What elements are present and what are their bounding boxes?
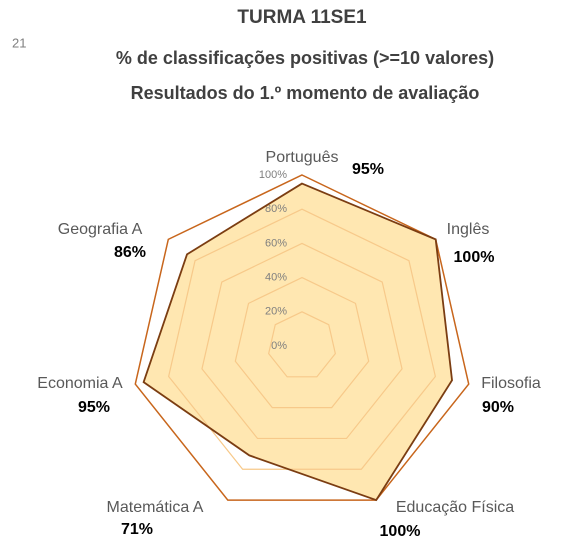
category-label: Português (266, 149, 339, 166)
value-label: 90% (482, 399, 514, 416)
value-label: 95% (352, 161, 384, 178)
category-label: Matemática A (107, 499, 204, 516)
page-number: 21 (12, 35, 26, 50)
y-tick-label: 80% (265, 203, 287, 215)
grid-ring (201, 242, 403, 440)
grid-ring (134, 174, 470, 501)
category-label: Filosofia (481, 375, 541, 392)
value-label: 100% (380, 523, 421, 540)
y-tick-label: 100% (259, 169, 287, 181)
category-label: Geografia A (58, 221, 143, 238)
grid-ring (167, 208, 437, 470)
chart-title: TURMA 11SE1 (237, 7, 367, 28)
chart-subtitle: % de classificações positivas (>=10 valo… (116, 48, 494, 68)
value-label: 86% (114, 244, 146, 261)
y-tick-label: 20% (265, 306, 287, 318)
chart-subtitle: Resultados do 1.º momento de avaliação (131, 83, 480, 103)
category-label: Economia A (37, 375, 123, 392)
data-line (142, 182, 453, 502)
category-label: Educação Física (396, 499, 514, 516)
value-label: 71% (121, 521, 153, 538)
y-tick-label: 40% (265, 272, 287, 284)
grid-ring (234, 276, 370, 409)
value-label: 100% (454, 249, 495, 266)
data-area (143, 183, 453, 501)
category-label: Inglês (447, 221, 490, 238)
y-tick-label: 0% (271, 340, 287, 352)
y-tick-label: 60% (265, 237, 287, 249)
grid-ring (268, 311, 336, 378)
value-label: 95% (78, 399, 110, 416)
